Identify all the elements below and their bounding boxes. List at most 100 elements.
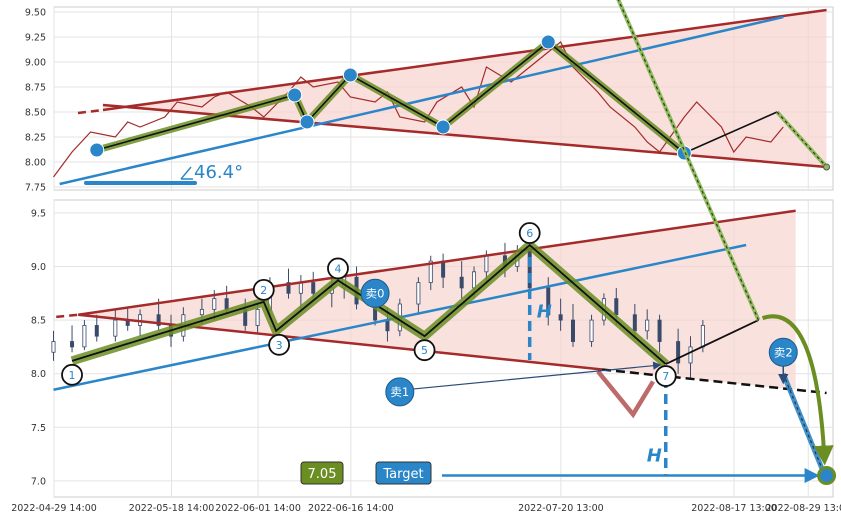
x-tick-label: 2022-07-20 13:00	[518, 503, 604, 514]
top-pivot-point	[287, 87, 303, 103]
candle-body	[255, 308, 260, 326]
height-label-upper: H	[537, 301, 552, 322]
pivot-marker	[61, 363, 83, 386]
bottom-lower-line	[78, 313, 603, 371]
bottom-upper-line-extension	[56, 313, 79, 319]
candle-body	[676, 341, 681, 364]
top-projection-down	[776, 111, 828, 168]
candle-body	[385, 319, 390, 332]
candle-body	[484, 255, 489, 273]
angle-icon	[180, 166, 193, 180]
bottom-projection-up	[665, 319, 759, 365]
x-tick-label: 2022-08-17 13:00	[691, 503, 777, 514]
candle-body	[298, 282, 303, 294]
pivot-label: 5	[421, 344, 428, 357]
x-tick-label: 2022-04-29 14:00	[11, 503, 97, 514]
target-value-box	[300, 461, 344, 485]
pivot-label: 3	[276, 339, 283, 352]
candle-body	[472, 271, 477, 289]
candle-body	[156, 314, 161, 326]
candle-body	[700, 325, 705, 348]
candle-body	[70, 341, 75, 348]
x-tick-label: 2022-06-16 14:00	[308, 503, 394, 514]
candle-body	[82, 325, 87, 348]
top-y-tick-label: 8.75	[25, 83, 46, 94]
pivot-marker	[252, 278, 275, 301]
candle-body	[657, 319, 662, 342]
bottom-y-tick-label: 9.5	[31, 208, 46, 219]
bottom-zigzag-line	[71, 243, 667, 365]
target-label-text: Target	[382, 467, 423, 482]
top-upper-line	[102, 8, 827, 112]
top-y-tick-label: 8.25	[25, 133, 46, 144]
bottom-wedge-fill	[78, 210, 796, 390]
top-projection-end-point	[823, 163, 831, 171]
candle-body	[212, 298, 217, 310]
top-upper-line-extension	[77, 108, 104, 115]
candle-body	[51, 341, 56, 353]
top-pivot-point	[435, 119, 451, 135]
top-y-tick-label: 9.25	[25, 33, 46, 44]
candle-body	[558, 314, 563, 321]
candle-body	[311, 282, 316, 294]
top-pivot-point	[299, 114, 315, 130]
target-label-badge: Target	[375, 461, 432, 485]
pivot-label: 4	[334, 262, 341, 275]
target-value-badge: 7.05	[300, 461, 344, 485]
pivot-label: 2	[260, 284, 267, 297]
candle-body	[688, 346, 693, 364]
bottom-upper-line	[78, 209, 796, 316]
candle-body	[589, 319, 594, 342]
top-y-tick-label: 8.50	[25, 108, 46, 119]
top-projection-up	[683, 111, 778, 154]
signal-sell1-arrow	[413, 361, 662, 390]
bottom-y-tick-label: 7.0	[31, 476, 46, 487]
candle-body	[94, 325, 99, 337]
bottom-y-tick-label: 7.5	[31, 423, 46, 434]
candle-body	[286, 282, 291, 294]
candle-body	[224, 298, 229, 310]
bottom-y-tick-label: 9.0	[31, 262, 46, 273]
candle-body	[645, 319, 650, 332]
pivot-marker	[327, 257, 349, 280]
pullback-path	[596, 370, 655, 419]
candle-body	[459, 276, 464, 289]
signal-label: 卖0	[366, 286, 385, 300]
top-pivot-point	[342, 67, 358, 83]
signal-marker	[360, 278, 390, 308]
target-label-box	[375, 461, 432, 485]
top-panel: 9.50 9.25 9.00 8.75 8.50 8.25 8.00 7.75 46.4°	[25, 6, 834, 194]
candle-body	[570, 319, 575, 342]
signal-label: 卖2	[774, 345, 793, 359]
pivot-marker	[518, 222, 541, 244]
candle-body	[199, 308, 204, 316]
pivot-label: 7	[662, 370, 669, 383]
x-tick-label: 2022-05-18 14:00	[129, 503, 215, 514]
top-y-tick-label: 9.00	[25, 58, 46, 69]
candle-body	[632, 314, 637, 332]
top-pivot-point	[89, 142, 105, 158]
candle-body	[416, 282, 421, 305]
top-trend-line	[59, 15, 784, 186]
candle-body	[614, 298, 619, 316]
x-tick-label: 2022-08-29 13:00	[765, 503, 841, 514]
candle-body	[428, 260, 433, 283]
pivot-marker	[268, 333, 291, 356]
x-tick-label: 2022-06-01 14:00	[215, 503, 301, 514]
target-value-text: 7.05	[308, 467, 337, 482]
top-pivot-point	[540, 34, 556, 50]
pivot-label: 6	[526, 227, 533, 240]
height-label-lower: H	[647, 446, 662, 467]
curved-target-arrow	[761, 314, 834, 466]
top-y-tick-label: 7.75	[25, 183, 46, 194]
bottom-panel: 9.5 9.0 8.5 8.0 7.5 7.0 2022-04-29 14:00 2022-0…	[11, 0, 841, 514]
bottom-y-tick-label: 8.0	[31, 369, 46, 380]
pivot-label: 1	[69, 369, 76, 382]
top-y-tick-label: 8.00	[25, 158, 46, 169]
signal-marker	[385, 377, 415, 407]
pivot-marker	[654, 365, 677, 387]
candle-body	[546, 287, 551, 316]
top-y-tick-label: 9.50	[25, 8, 46, 19]
signal-label: 卖1	[390, 385, 409, 399]
